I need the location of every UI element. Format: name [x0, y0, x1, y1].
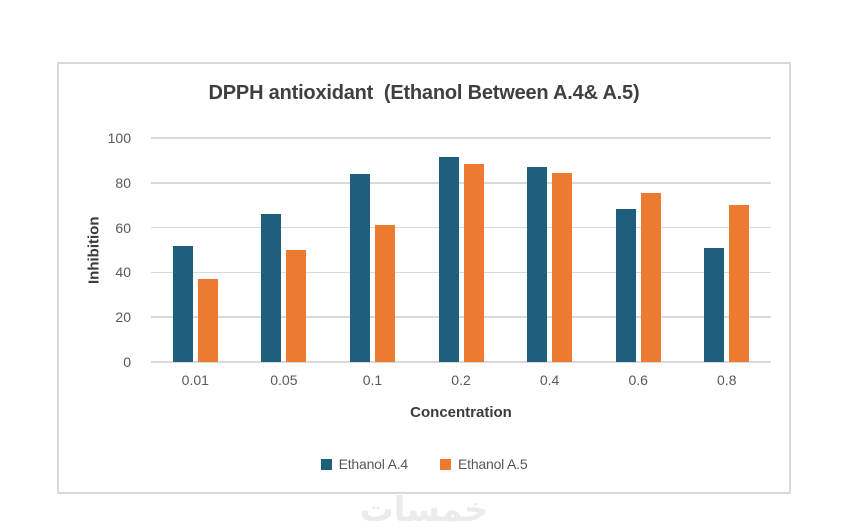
bar-ethanol-a.5-0.6[interactable]: [640, 192, 661, 362]
bar-group-0.2: [417, 138, 506, 362]
bar-ethanol-a.4-0.01[interactable]: [172, 245, 193, 362]
y-axis-ticks: 0 20 40 60 80 100: [93, 130, 139, 370]
bar-ethanol-a.4-0.05[interactable]: [261, 214, 282, 362]
y-tick-label-0: 0: [123, 354, 131, 370]
bar-group-0.4: [505, 138, 594, 362]
y-tick-label-60: 60: [115, 219, 131, 236]
bar-group-0.6: [594, 138, 683, 362]
y-tick-label-80: 80: [115, 174, 131, 191]
x-tick-label-0.6: 0.6: [628, 372, 648, 388]
x-tick-label-0.1: 0.1: [362, 372, 383, 388]
bar-ethanol-a.4-0.4[interactable]: [527, 167, 548, 362]
bar-ethanol-a.5-0.01[interactable]: [197, 279, 218, 362]
gridline-40: [151, 271, 771, 274]
bar-group-0.01: [151, 138, 240, 362]
x-tick-label-0.01: 0.01: [181, 372, 209, 388]
bar-ethanol-a.4-0.1[interactable]: [349, 173, 370, 362]
bar-ethanol-a.4-0.6[interactable]: [615, 208, 636, 362]
gridline-20: [151, 316, 771, 318]
y-tick-label-40: 40: [115, 264, 131, 281]
y-tick-label-100: 100: [107, 130, 131, 146]
legend-item-ethanol-a.4[interactable]: Ethanol A.4: [320, 456, 409, 472]
chart-title: DPPH antioxidant (Ethanol Between A.4& A…: [208, 82, 640, 104]
gridline-0: [151, 361, 771, 363]
bar-ethanol-a.4-0.8[interactable]: [704, 247, 725, 362]
legend-label: Ethanol A.4: [338, 456, 409, 472]
x-tick-label-0.4: 0.4: [539, 372, 560, 388]
bar-group-0.8: [682, 138, 771, 362]
plot-area: 0 20 40 60 80 100: [108, 130, 771, 370]
x-tick-label-0.2: 0.2: [451, 372, 471, 388]
gridline-100: [151, 137, 771, 139]
legend-label: Ethanol A.5: [458, 456, 528, 472]
legend: Ethanol A.4 Ethanol A.5: [59, 456, 789, 472]
bar-ethanol-a.5-0.4[interactable]: [552, 172, 573, 362]
bar-groups: [151, 138, 771, 362]
legend-item-ethanol-a.5[interactable]: Ethanol A.5: [440, 456, 528, 472]
bar-group-0.1: [328, 138, 417, 362]
bar-ethanol-a.5-0.8[interactable]: [729, 205, 750, 362]
gridline-60: [151, 226, 771, 229]
bar-ethanol-a.5-0.05[interactable]: [286, 250, 307, 362]
legend-marker-icon: [320, 458, 332, 470]
bar-group-0.05: [240, 138, 329, 362]
y-tick-label-20: 20: [115, 309, 131, 326]
bar-ethanol-a.5-0.2[interactable]: [463, 163, 484, 362]
gridline-80: [151, 182, 771, 184]
chart-card: DPPH antioxidant (Ethanol Between A.4& A…: [57, 62, 791, 494]
legend-marker-icon: [440, 458, 451, 470]
watermark-khamsat: خمسات: [359, 491, 489, 529]
x-axis-title: Concentration: [410, 404, 512, 421]
x-tick-label-0.8: 0.8: [717, 372, 737, 388]
x-axis-ticks: 0.01 0.05 0.1 0.2 0.4 0.6 0.8: [151, 372, 771, 388]
bar-ethanol-a.4-0.2[interactable]: [438, 157, 459, 362]
bar-ethanol-a.5-0.1[interactable]: [374, 225, 395, 362]
x-tick-label-0.05: 0.05: [270, 372, 298, 388]
